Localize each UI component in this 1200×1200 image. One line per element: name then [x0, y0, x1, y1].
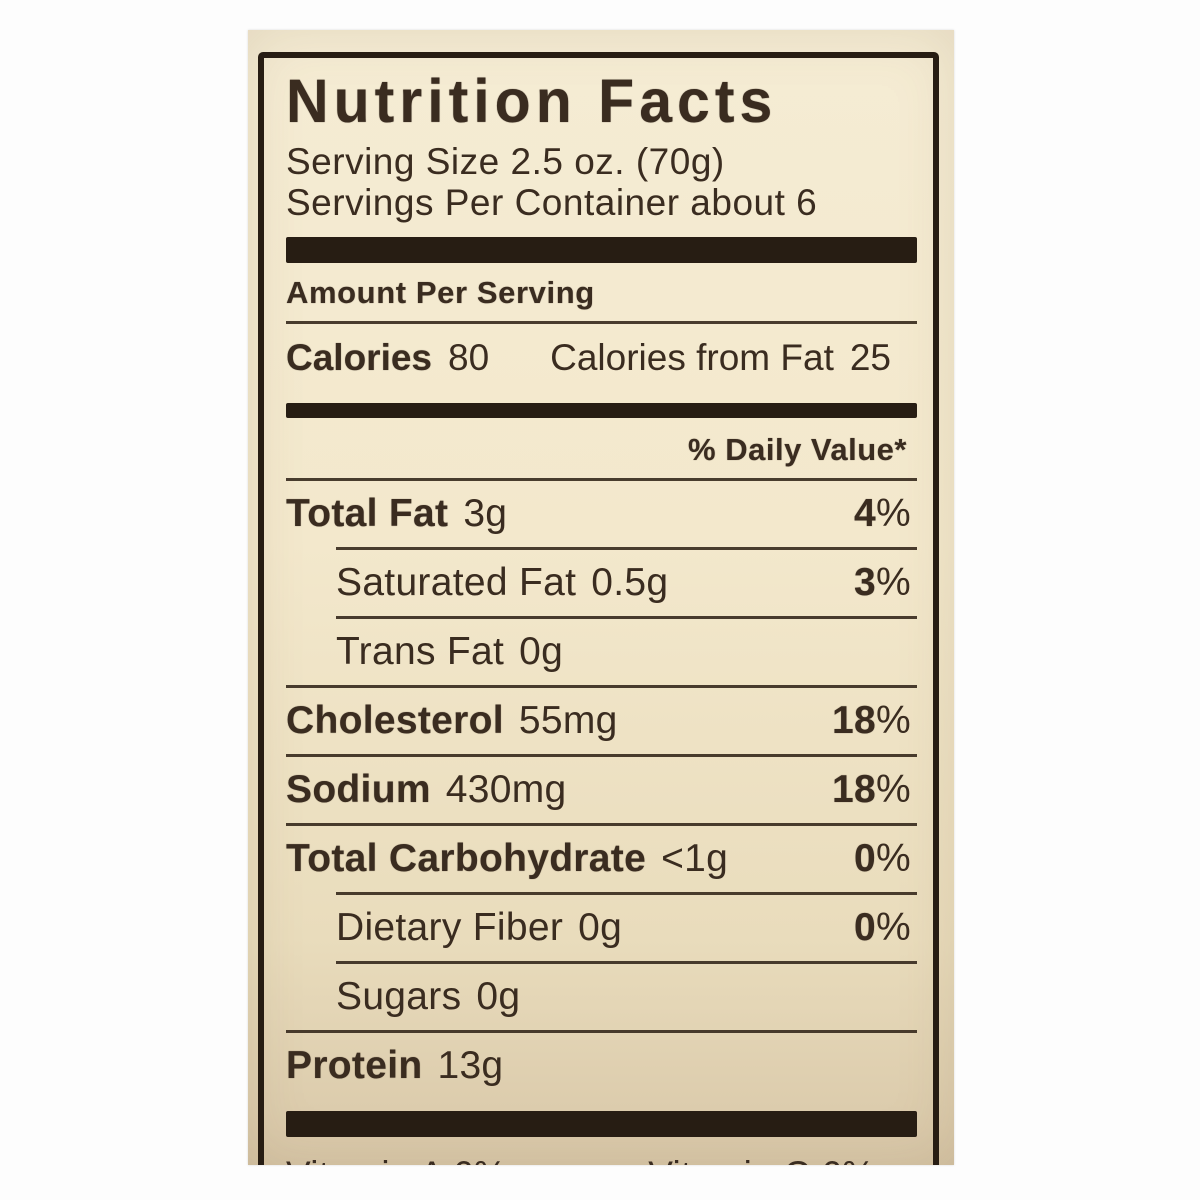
daily-value-percent: 3%	[854, 561, 911, 605]
daily-value-percent: 18%	[832, 768, 911, 812]
divider-rule	[336, 892, 917, 896]
vitamin-row: Vitamin A 6% • Vitamin C 6%	[286, 1145, 917, 1165]
calories-label: Calories	[286, 337, 433, 379]
serving-size-text: Serving Size 2.5 oz. (70g)	[286, 141, 725, 182]
bullet-separator-icon: •	[616, 1157, 648, 1165]
nutrient-amount: 0.5g	[591, 561, 669, 605]
calories-value: 80	[448, 337, 490, 379]
daily-value-header: % Daily Value*	[688, 432, 907, 468]
nutrient-row-protein: Protein 13g	[286, 1033, 917, 1099]
divider-rule	[286, 321, 917, 325]
divider-rule	[336, 616, 917, 620]
calories-from-fat-label: Calories from Fat	[550, 337, 834, 379]
nutrient-row-cholesterol: Cholesterol 55mg 18%	[286, 688, 917, 754]
divider-rule	[286, 754, 917, 758]
nutrient-amount: <1g	[661, 837, 729, 881]
nutrient-amount: 0g	[476, 975, 521, 1019]
divider-rule	[286, 685, 917, 689]
nutrient-name: Dietary Fiber	[336, 906, 564, 950]
nutrient-row-dietary-fiber: Dietary Fiber 0g 0%	[286, 895, 917, 961]
nutrient-name: Total Carbohydrate	[286, 837, 647, 881]
vitamin-c-value: Vitamin C 6%	[648, 1154, 875, 1165]
divider-rule	[286, 1030, 917, 1034]
nutrient-row-total-carbohydrate: Total Carbohydrate <1g 0%	[286, 826, 917, 892]
daily-value-percent: 4%	[854, 492, 911, 536]
nutrient-name: Cholesterol	[286, 699, 504, 743]
nutrient-name: Sugars	[336, 975, 462, 1019]
servings-per-container-text: Servings Per Container about 6	[286, 181, 818, 223]
nutrient-name: Sodium	[286, 768, 431, 812]
daily-value-percent: 0%	[854, 906, 911, 950]
nutrient-row-sugars: Sugars 0g	[286, 964, 917, 1030]
divider-rule	[286, 823, 917, 827]
thick-divider-bar	[286, 1111, 917, 1138]
thick-divider-bar	[286, 403, 917, 419]
nutrient-amount: 3g	[463, 492, 508, 536]
nutrient-row-saturated-fat: Saturated Fat 0.5g 3%	[286, 550, 917, 616]
vitamin-a-value: Vitamin A 6%	[286, 1154, 616, 1165]
divider-rule	[286, 478, 917, 482]
thick-divider-bar	[286, 237, 917, 264]
nutrient-amount: 430mg	[445, 768, 567, 812]
divider-rule	[336, 547, 917, 551]
nutrient-row-trans-fat: Trans Fat 0g	[286, 619, 917, 685]
nutrient-row-total-fat: Total Fat 3g 4%	[286, 481, 917, 547]
label-paper: Nutrition Facts Serving Size 2.5 oz. (70…	[248, 30, 954, 1165]
nutrient-amount: 0g	[578, 906, 623, 950]
calories-from-fat-value: 25	[849, 337, 891, 379]
amount-per-serving-heading: Amount Per Serving	[286, 275, 595, 311]
nutrient-name: Protein	[286, 1044, 423, 1088]
daily-value-percent: 0%	[854, 837, 911, 881]
nutrition-facts-title: Nutrition Facts	[286, 67, 778, 136]
nutrient-name: Trans Fat	[336, 630, 505, 674]
nutrient-amount: 13g	[437, 1044, 504, 1088]
nutrition-facts-box: Nutrition Facts Serving Size 2.5 oz. (70…	[258, 52, 939, 1165]
daily-value-percent: 18%	[832, 699, 911, 743]
divider-rule	[336, 961, 917, 965]
calories-row: Calories 80 Calories from Fat 25	[286, 324, 917, 392]
nutrient-amount: 55mg	[518, 699, 618, 743]
nutrient-row-sodium: Sodium 430mg 18%	[286, 757, 917, 823]
nutrient-name: Total Fat	[286, 492, 449, 536]
nutrient-name: Saturated Fat	[336, 561, 577, 605]
nutrient-amount: 0g	[519, 630, 564, 674]
